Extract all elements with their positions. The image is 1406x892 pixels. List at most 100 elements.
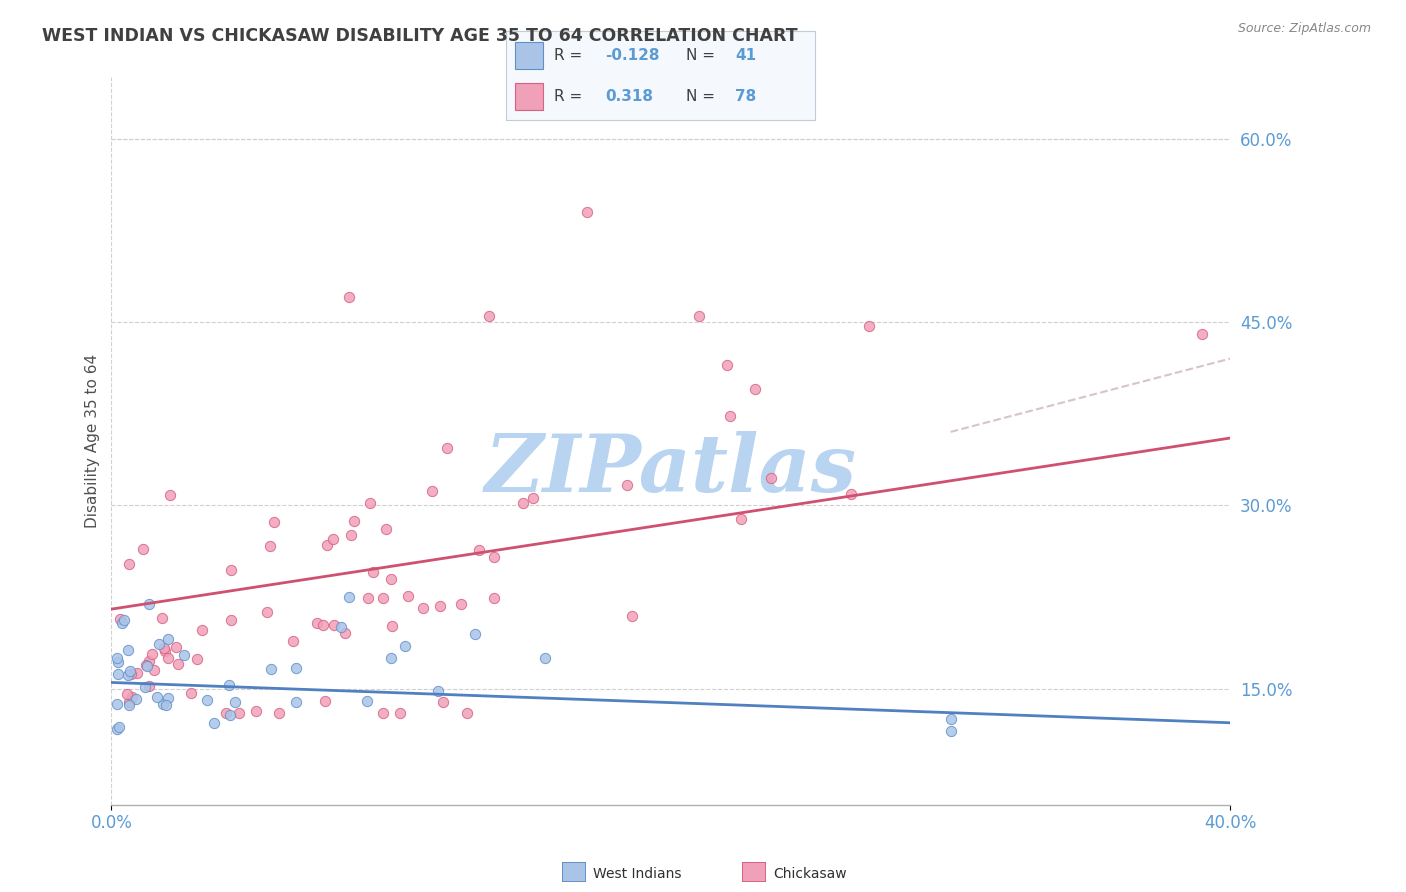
Point	[396, 590, 419, 604]
Text: N =: N =	[686, 48, 720, 62]
Text: 41: 41	[735, 48, 756, 62]
Point	[180, 686, 202, 700]
Point	[138, 679, 160, 693]
Text: WEST INDIAN VS CHICKASAW DISABILITY AGE 35 TO 64 CORRELATION CHART: WEST INDIAN VS CHICKASAW DISABILITY AGE …	[42, 27, 797, 45]
Point	[135, 658, 157, 673]
Text: -0.128: -0.128	[605, 48, 659, 62]
Y-axis label: Disability Age 35 to 64: Disability Age 35 to 64	[86, 354, 100, 528]
Point	[120, 665, 142, 679]
Point	[256, 605, 278, 619]
Point	[427, 683, 450, 698]
Text: 78: 78	[735, 89, 756, 103]
Text: 0.318: 0.318	[605, 89, 654, 103]
Point	[420, 483, 443, 498]
Point	[125, 665, 148, 680]
Point	[512, 496, 534, 510]
Point	[322, 533, 344, 547]
Text: N =: N =	[686, 89, 720, 103]
Point	[267, 706, 290, 720]
Point	[197, 693, 219, 707]
Point	[356, 591, 378, 605]
Point	[340, 527, 363, 541]
Point	[218, 678, 240, 692]
Point	[118, 695, 141, 709]
Point	[105, 722, 128, 736]
Point	[141, 647, 163, 661]
Point	[121, 690, 143, 704]
Text: R =: R =	[554, 89, 588, 103]
Point	[858, 318, 880, 333]
Point	[115, 687, 138, 701]
Point	[342, 515, 364, 529]
Point	[323, 617, 346, 632]
Point	[381, 618, 404, 632]
Point	[108, 612, 131, 626]
Point	[335, 626, 357, 640]
Point	[112, 613, 135, 627]
Point	[375, 522, 398, 536]
Point	[105, 650, 128, 665]
FancyBboxPatch shape	[516, 42, 543, 69]
Point	[620, 608, 643, 623]
Point	[436, 441, 458, 455]
Point	[575, 205, 598, 219]
Point	[166, 657, 188, 672]
Point	[111, 616, 134, 631]
Point	[373, 591, 395, 605]
Point	[259, 539, 281, 553]
Point	[281, 634, 304, 648]
Point	[155, 698, 177, 712]
Point	[759, 470, 782, 484]
Point	[388, 706, 411, 720]
Point	[219, 563, 242, 577]
Point	[145, 690, 167, 705]
Point	[165, 640, 187, 655]
Point	[148, 637, 170, 651]
Point	[245, 704, 267, 718]
Point	[260, 661, 283, 675]
Point	[153, 644, 176, 658]
Point	[456, 706, 478, 720]
Point	[468, 543, 491, 558]
Point	[939, 712, 962, 726]
Point	[718, 409, 741, 424]
Text: Chickasaw: Chickasaw	[773, 867, 846, 881]
Point	[107, 720, 129, 734]
Point	[150, 611, 173, 625]
FancyBboxPatch shape	[516, 83, 543, 110]
Point	[716, 358, 738, 372]
Point	[152, 641, 174, 656]
Point	[337, 290, 360, 304]
Point	[190, 624, 212, 638]
Point	[314, 694, 336, 708]
Point	[616, 478, 638, 492]
Point	[159, 488, 181, 502]
Point	[134, 680, 156, 694]
Point	[135, 659, 157, 673]
Point	[373, 706, 395, 720]
Point	[478, 309, 501, 323]
Point	[118, 557, 141, 571]
Point	[315, 538, 337, 552]
Point	[429, 599, 451, 614]
Point	[117, 667, 139, 681]
Point	[218, 707, 240, 722]
Point	[464, 626, 486, 640]
Point	[186, 652, 208, 666]
Point	[107, 666, 129, 681]
Point	[337, 590, 360, 604]
Text: West Indians: West Indians	[593, 867, 682, 881]
Point	[482, 549, 505, 564]
Point	[432, 694, 454, 708]
Point	[361, 565, 384, 579]
Point	[305, 615, 328, 630]
Point	[224, 694, 246, 708]
Text: ZIPatlas: ZIPatlas	[485, 432, 856, 509]
Point	[356, 694, 378, 708]
Point	[263, 515, 285, 529]
Point	[285, 695, 308, 709]
Point	[156, 632, 179, 646]
Point	[221, 613, 243, 627]
Point	[118, 698, 141, 712]
Point	[143, 663, 166, 677]
